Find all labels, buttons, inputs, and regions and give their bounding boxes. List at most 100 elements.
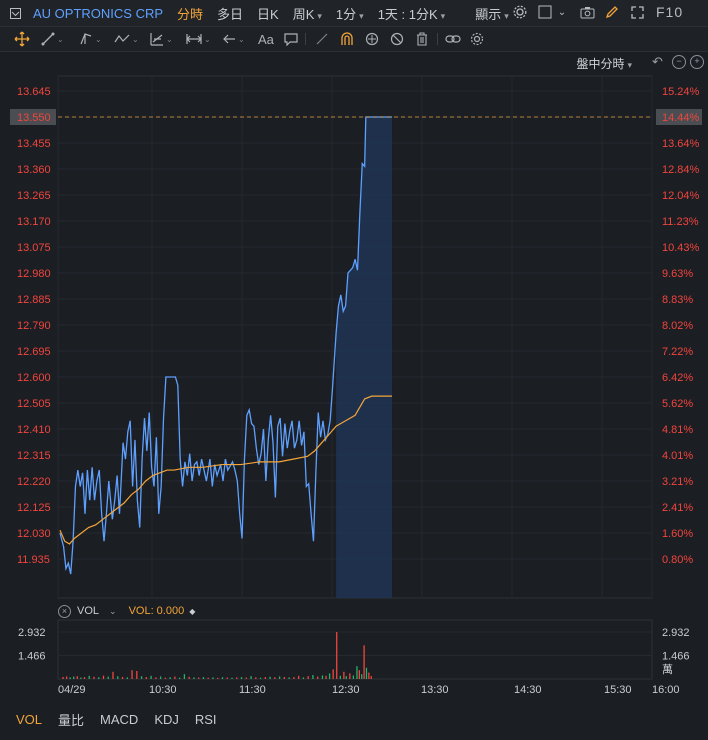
volume-bar	[255, 677, 257, 679]
dropdown-square-icon[interactable]	[7, 5, 23, 21]
chevron-down-icon: ⌄	[204, 34, 211, 44]
tab-macd[interactable]: MACD	[100, 711, 139, 727]
tab-kdj[interactable]: KDJ	[154, 711, 179, 727]
volume-bar	[183, 674, 186, 679]
pct-highlight-box	[656, 109, 702, 125]
pct-tick-label: 14.44%	[662, 112, 700, 124]
tab-weekly-k[interactable]: 周K ▾	[293, 4, 322, 23]
arrow-tool[interactable]: ⌄	[222, 31, 245, 47]
time-axis-label: 13:30	[421, 684, 449, 696]
chevron-down-icon[interactable]: ⌄	[109, 605, 117, 616]
measure-tool[interactable]: ⌄	[186, 31, 211, 47]
time-axis-label: 16:00	[652, 684, 680, 696]
volume-bar	[69, 677, 71, 679]
undo-icon[interactable]: ↶	[652, 54, 663, 69]
volume-bar	[83, 677, 86, 679]
chevron-down-icon[interactable]: ⌄	[557, 6, 567, 18]
volume-unit-label: 萬	[662, 663, 673, 676]
price-tick-label: 12.220	[17, 476, 51, 488]
volume-bar	[159, 676, 162, 679]
zoom-in-icon[interactable]: +	[690, 55, 704, 69]
ruler-icon[interactable]	[315, 31, 329, 47]
trash-icon[interactable]	[415, 31, 429, 47]
close-icon[interactable]: ×	[58, 604, 71, 618]
time-axis-label: 04/29	[58, 684, 86, 696]
time-axis-label: 10:30	[149, 684, 177, 696]
wave-tool-icon	[114, 34, 130, 43]
volume-bar	[217, 677, 219, 679]
volume-bar	[76, 676, 78, 679]
price-area-fill	[336, 117, 393, 598]
wave-tool[interactable]: ⌄	[114, 31, 139, 47]
volume-bar	[140, 676, 143, 679]
range-selector[interactable]: 1天 : 1分K ▾	[378, 4, 446, 23]
volume-bar	[80, 677, 82, 679]
average-line	[59, 395, 393, 545]
tab-volume-ratio[interactable]: 量比	[58, 712, 85, 728]
line-tool-icon	[41, 32, 55, 46]
magnet-icon[interactable]	[340, 31, 354, 47]
chevron-down-icon: ⌄	[166, 34, 173, 44]
volume-bar	[274, 677, 276, 679]
pct-tick-label: 9.63%	[662, 268, 693, 280]
intraday-chart[interactable]: 13.645 13.550 13.455 13.360 13.265 13.170 13.0…	[0, 0, 708, 700]
volume-bar	[240, 677, 243, 679]
time-axis-label: 12:30	[332, 684, 360, 696]
pencil-icon[interactable]	[604, 4, 620, 20]
tab-rsi[interactable]: RSI	[194, 711, 217, 727]
crosshair-move-icon[interactable]	[14, 31, 30, 47]
channel-tool[interactable]: ⌄	[79, 31, 102, 47]
settings-icon[interactable]	[470, 31, 484, 47]
volume-bar	[283, 676, 286, 679]
chart-mode-selector[interactable]: 盤中分時 ▾	[576, 55, 632, 72]
volume-bar	[336, 632, 338, 679]
sync-icon[interactable]	[365, 31, 379, 47]
price-highlight-box	[10, 109, 56, 125]
price-tick-label: 13.455	[17, 138, 51, 150]
link-icon[interactable]	[445, 31, 461, 47]
fibonacci-tool[interactable]: ⌄	[150, 31, 173, 47]
text-tool-icon[interactable]: Aa	[258, 31, 274, 47]
indicator-tabs: VOL 量比 MACD KDJ RSI	[0, 706, 708, 732]
tab-1min[interactable]: 1分 ▾	[336, 4, 364, 23]
volume-panel-header: × VOL ⌄ VOL: 0.000 ◆	[58, 603, 195, 619]
volume-plot-area	[57, 619, 653, 680]
volume-bar	[226, 677, 228, 679]
volume-value: VOL: 0.000	[128, 605, 185, 617]
volume-bar	[174, 676, 176, 679]
volume-bar	[207, 677, 209, 679]
pct-tick-label: 4.01%	[662, 450, 693, 462]
arrow-left-icon	[223, 34, 235, 44]
volume-tick-label: 2.932	[18, 627, 46, 639]
camera-icon[interactable]	[579, 4, 595, 20]
tab-weekly-k-label: 周K	[292, 6, 315, 22]
volume-bar	[307, 676, 309, 679]
tab-vol[interactable]: VOL	[16, 711, 43, 727]
symbol-title[interactable]: AU OPTRONICS CRP	[33, 5, 164, 21]
volume-bar	[231, 677, 233, 679]
f10-button[interactable]: F10	[656, 4, 684, 20]
price-tick-label: 12.695	[17, 346, 51, 358]
volume-indicator-label[interactable]: VOL	[77, 605, 100, 617]
gear-icon[interactable]	[512, 4, 528, 20]
price-tick-label: 12.030	[17, 528, 51, 540]
trend-line-tool[interactable]: ⌄	[41, 31, 64, 47]
volume-bar	[325, 675, 327, 679]
volume-bar	[112, 671, 114, 679]
zoom-out-icon[interactable]: −	[672, 55, 686, 69]
pct-tick-label: 8.02%	[662, 320, 693, 332]
volume-bar	[332, 669, 334, 679]
price-tick-label: 12.125	[17, 502, 51, 514]
range-label: 1天 : 1分K	[377, 6, 438, 22]
volume-bar	[193, 677, 195, 679]
checkbox-icon[interactable]	[537, 4, 553, 20]
display-menu[interactable]: 顯示 ▾	[475, 4, 509, 23]
volume-bar	[121, 676, 124, 679]
comment-icon[interactable]	[284, 31, 298, 47]
expand-icon[interactable]	[629, 4, 645, 20]
tab-daily-k[interactable]: 日K	[257, 6, 279, 22]
hide-drawings-icon[interactable]	[390, 31, 404, 47]
tab-multi-day[interactable]: 多日	[217, 6, 244, 22]
tab-intraday[interactable]: 分時	[177, 6, 204, 22]
price-tick-label: 12.790	[17, 320, 51, 332]
